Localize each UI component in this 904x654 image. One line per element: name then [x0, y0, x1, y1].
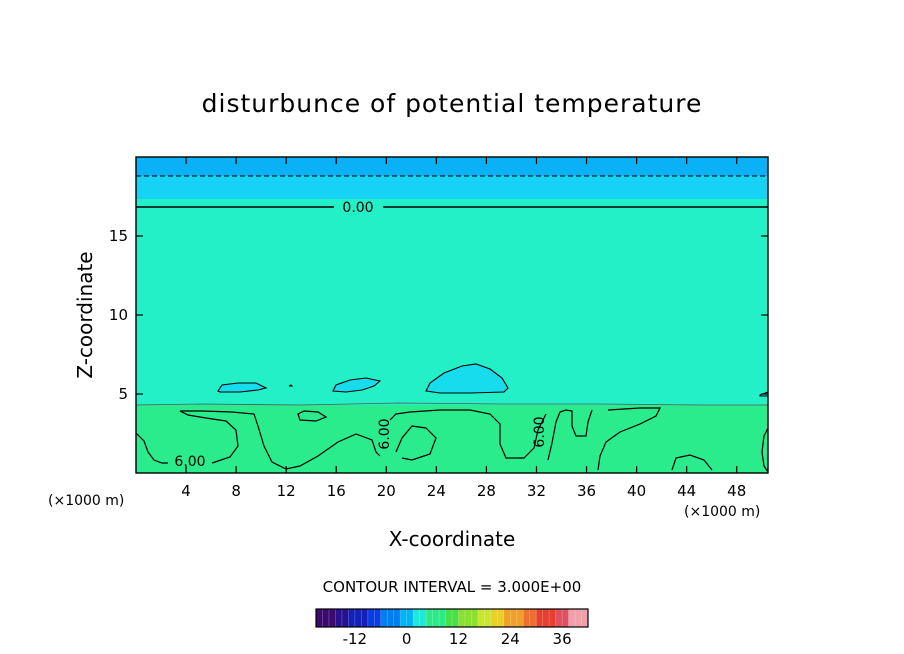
- colorbar-ticks: -12 0 12 24 36: [343, 630, 572, 648]
- colorbar-cell: [341, 609, 349, 627]
- y-tick-label: 5: [118, 385, 128, 403]
- colorbar-cell: [562, 609, 570, 627]
- colorbar-cell: [549, 609, 557, 627]
- colorbar-tick-label: 12: [449, 630, 468, 648]
- colorbar-cell: [523, 609, 531, 627]
- layer-lower: [136, 405, 768, 473]
- y-axis-label: Z-coordinate: [73, 251, 97, 378]
- colorbar-cell: [432, 609, 440, 627]
- x-tick-label: 40: [627, 482, 646, 500]
- chart-title: disturbunce of potential temperature: [202, 89, 703, 118]
- colorbar-cell: [354, 609, 362, 627]
- colorbar-cell: [400, 609, 408, 627]
- contour-label-3: 6.00: [532, 416, 548, 447]
- colorbar-cell: [419, 609, 427, 627]
- cool-bubble-2: [332, 377, 382, 393]
- x-tick-label: 44: [677, 482, 696, 500]
- colorbar-cell: [542, 609, 550, 627]
- colorbar-frame: [315, 608, 589, 628]
- colorbar-cell: [568, 609, 576, 627]
- colorbar: [315, 608, 589, 628]
- x-tick-label: 8: [231, 482, 241, 500]
- cool-bubble-3: [425, 363, 509, 394]
- x-tick-label: 12: [277, 482, 296, 500]
- x-tick-label: 24: [427, 482, 446, 500]
- colorbar-cell: [426, 609, 434, 627]
- y-tick-label: 10: [109, 306, 128, 324]
- contour-interval: CONTOUR INTERVAL = 3.000E+00: [323, 578, 582, 596]
- colorbar-cell: [503, 609, 511, 627]
- colorbar-cell: [393, 609, 401, 627]
- contour-label-1: 6.00: [174, 454, 205, 470]
- colorbar-cell: [510, 609, 518, 627]
- colorbar-cell: [361, 609, 369, 627]
- colorbar-cell: [581, 609, 589, 627]
- colorbar-cell: [380, 609, 388, 627]
- plot-area: 6.00 0.00 6.00 6.00: [135, 156, 769, 474]
- cool-dot: [288, 384, 294, 387]
- contour-label-bg-1: [169, 454, 211, 468]
- x-tick-label: 4: [181, 482, 191, 500]
- colorbar-cell: [575, 609, 583, 627]
- colorbar-cell: [439, 609, 447, 627]
- colorbar-cell: [458, 609, 466, 627]
- colorbar-cell: [316, 609, 323, 627]
- contour-label-2: 6.00: [377, 418, 393, 449]
- colorbar-cell: [374, 609, 382, 627]
- x-unit-right: (×1000 m): [684, 504, 760, 520]
- layer-upper-mid: [136, 176, 768, 199]
- x-tick-label: 16: [327, 482, 346, 500]
- colorbar-tick-label: 0: [402, 630, 412, 648]
- colorbar-cell: [387, 609, 395, 627]
- colorbar-tick-label: 36: [553, 630, 572, 648]
- colorbar-cell: [490, 609, 498, 627]
- contour-label-zero: 0.00: [342, 200, 373, 216]
- y-axis-ticks: 5 10 15: [109, 227, 768, 403]
- x-axis-label: X-coordinate: [389, 527, 516, 551]
- colorbar-tick-label: -12: [343, 630, 368, 648]
- x-tick-label: 28: [477, 482, 496, 500]
- x-tick-label: 20: [377, 482, 396, 500]
- colorbar-cell: [529, 609, 537, 627]
- colorbar-cell: [348, 609, 356, 627]
- colorbar-cell: [328, 609, 336, 627]
- x-unit-left: (×1000 m): [48, 493, 124, 509]
- colorbar-tick-label: 24: [501, 630, 520, 648]
- colorbar-cell: [471, 609, 479, 627]
- colorbar-cell: [477, 609, 485, 627]
- colorbar-cell: [484, 609, 492, 627]
- y-tick-label: 15: [109, 227, 128, 245]
- x-tick-label: 48: [727, 482, 746, 500]
- colorbar-cell: [497, 609, 505, 627]
- colorbar-cell: [516, 609, 524, 627]
- layer-upper: [136, 157, 768, 176]
- colorbar-cell: [367, 609, 375, 627]
- colorbar-cell: [555, 609, 563, 627]
- colorbar-cell: [413, 609, 421, 627]
- colorbar-cell: [406, 609, 414, 627]
- six-degree-contours: [135, 407, 769, 473]
- x-axis-ticks: 4 8 12 16 20 24 28 32 36 40 44 48: [181, 157, 746, 500]
- colorbar-cell: [335, 609, 343, 627]
- colorbar-cell: [445, 609, 453, 627]
- colorbar-cell: [452, 609, 459, 627]
- x-tick-label: 36: [577, 482, 596, 500]
- colorbar-cell: [536, 609, 544, 627]
- boundary-line: [135, 402, 768, 406]
- cool-bubble-1: [217, 382, 268, 393]
- colorbar-cell: [322, 609, 330, 627]
- colorbar-cell: [464, 609, 472, 627]
- x-tick-label: 32: [527, 482, 546, 500]
